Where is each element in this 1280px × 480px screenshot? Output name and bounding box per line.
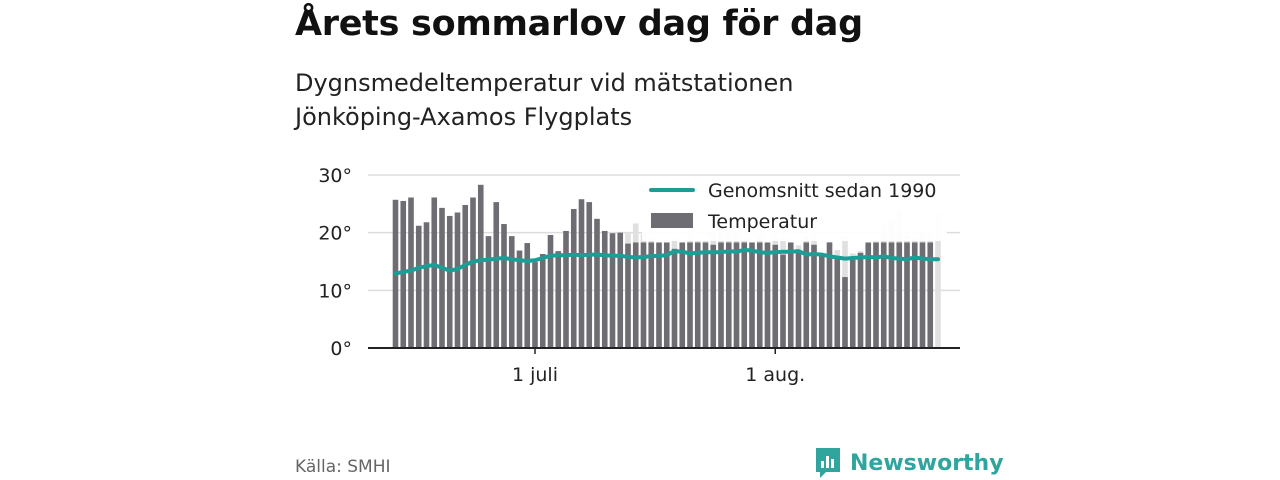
bar-temperature <box>811 244 817 348</box>
bar-temperature <box>648 242 655 348</box>
bar-temperature <box>694 242 701 348</box>
bar-temperature <box>539 254 546 348</box>
bar-temperature <box>896 242 903 348</box>
bar-temperature <box>733 242 740 348</box>
bar-temperature <box>718 242 724 348</box>
bar-temperature <box>888 242 895 348</box>
bar-temperature <box>873 242 879 348</box>
bar-temperature <box>563 230 569 348</box>
legend-background <box>642 177 947 241</box>
average-line <box>393 248 940 276</box>
bar-temperature <box>764 242 771 348</box>
y-tick-label: 0° <box>330 338 352 360</box>
bar-temperature <box>656 242 662 348</box>
brand-name: Newsworthy <box>850 450 1004 476</box>
bar-temperature <box>415 225 422 348</box>
chart-title: Årets sommarlov dag för dag <box>295 4 863 44</box>
bar-temperature <box>423 222 430 348</box>
source-note: Källa: SMHI <box>295 457 391 477</box>
bar-temperature <box>741 242 748 348</box>
bar-temperature <box>826 242 833 348</box>
bar-temperature <box>578 199 585 348</box>
bar-temperature <box>787 242 794 348</box>
bar-temperature <box>772 244 779 348</box>
bar-temperature <box>439 207 445 348</box>
bar-background <box>935 213 941 348</box>
bar-temperature <box>687 242 693 348</box>
bar-temperature <box>547 234 554 348</box>
subtitle-line-2: Jönköping-Axamos Flygplats <box>295 103 633 131</box>
x-tick-label: 1 juli <box>512 364 558 386</box>
bar-temperature <box>919 242 926 348</box>
bar-temperature <box>710 244 717 348</box>
bar-temperature <box>462 204 469 348</box>
y-tick-label: 20° <box>318 223 352 245</box>
bar-temperature <box>671 248 678 348</box>
bar-temperature <box>508 236 515 348</box>
bar-temperature <box>927 242 934 348</box>
bar-temperature <box>454 212 461 348</box>
bar-temperature <box>408 197 414 348</box>
legend-label-average: Genomsnitt sedan 1990 <box>708 180 936 202</box>
bar-temperature <box>446 215 453 348</box>
bar-temperature <box>555 251 562 348</box>
bar-temperature <box>865 242 872 348</box>
bar-temperature <box>880 242 887 348</box>
legend: Genomsnitt sedan 1990 Temperatur <box>642 177 947 241</box>
bar-temperature <box>586 202 593 348</box>
bar-temperature <box>493 202 500 348</box>
bar-temperature <box>756 242 763 348</box>
bar-temperature <box>570 209 577 348</box>
bar-temperature <box>663 242 670 348</box>
bar-temperature <box>849 259 856 348</box>
bar-temperature <box>485 236 492 348</box>
bar-temperature <box>516 250 523 348</box>
legend-swatch-bar <box>651 213 693 228</box>
chart-subtitle: Dygnsmedeltemperatur vid mätstationen Jö… <box>295 66 915 134</box>
bar-temperature <box>857 252 864 348</box>
bar-temperature <box>780 254 786 348</box>
bar-temperature <box>524 243 531 348</box>
y-tick-label: 30° <box>318 165 352 187</box>
bar-temperature <box>501 224 507 348</box>
bar-temperature <box>400 200 407 348</box>
bar-temperature <box>803 242 810 348</box>
bar-temperature <box>702 242 709 348</box>
bar-temperature <box>609 233 616 348</box>
bar-temperature <box>431 197 438 348</box>
bar-temperature <box>477 184 484 348</box>
bar-temperature <box>594 218 600 348</box>
legend-label-temperature: Temperatur <box>707 211 817 233</box>
bar-temperature <box>834 256 841 348</box>
bar-temperature <box>625 243 631 348</box>
bar-temperature <box>470 197 476 348</box>
bar-temperature <box>911 242 918 348</box>
bar-temperature <box>632 242 639 348</box>
bar-temperature <box>679 242 686 348</box>
bar-temperature <box>617 232 624 348</box>
brand-logo: Newsworthy <box>814 446 1004 480</box>
bar-temperature <box>601 230 608 348</box>
subtitle-line-1: Dygnsmedeltemperatur vid mätstationen <box>295 69 794 97</box>
newsworthy-logo-icon <box>816 448 840 478</box>
bar-temperature <box>749 242 755 348</box>
bar-temperature <box>842 277 848 348</box>
bar-temperature <box>795 252 802 348</box>
x-tick-label: 1 aug. <box>745 364 805 386</box>
temperature-chart: 0° 10° 20° 30° 1 juli 1 aug. Genomsnitt sedan … <box>318 165 960 386</box>
bar-temperature <box>532 262 538 348</box>
bar-temperature <box>725 242 732 348</box>
bar-temperature <box>818 254 825 348</box>
bar-temperature <box>640 242 647 348</box>
bar-temperature <box>904 242 910 348</box>
y-tick-label: 10° <box>318 280 352 302</box>
